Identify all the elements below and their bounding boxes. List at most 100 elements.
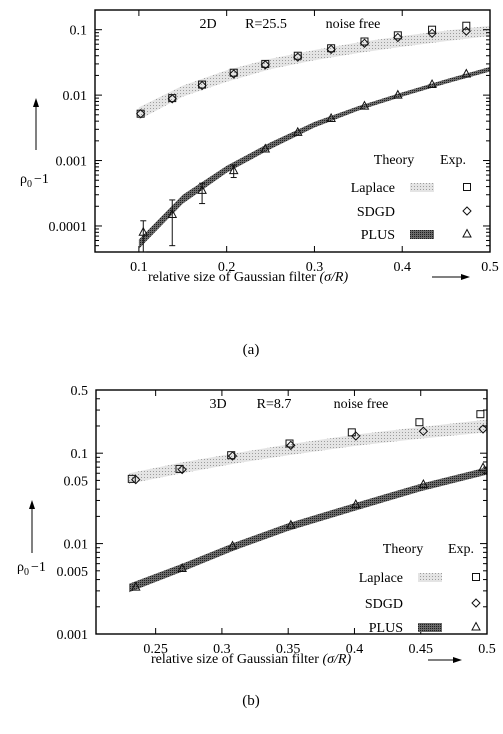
plot-annotation: noise free [326, 17, 381, 32]
point-sdgd [286, 440, 296, 451]
y-tick-label: 0.005 [57, 565, 89, 580]
point-sdgd [135, 108, 146, 119]
x-tick-label: 0.45 [408, 642, 433, 657]
x-tick-label: 0.5 [481, 260, 499, 275]
point-sdgd [351, 431, 361, 441]
point-sdgd [131, 474, 141, 485]
legend-label: Laplace [351, 181, 395, 196]
x-axis-arrowhead [461, 274, 470, 280]
theory-band-plus [129, 467, 487, 593]
x-axis-label: relative size of Gaussian filter (σ/R) [151, 652, 351, 667]
point-laplace [229, 68, 238, 77]
plot-annotation: R=25.5 [245, 17, 287, 32]
legend-marker [463, 183, 471, 191]
point-sdgd [177, 464, 187, 475]
x-tick-label: 0.35 [276, 642, 301, 657]
panel-caption: (b) [242, 693, 260, 709]
point-plus [478, 462, 488, 472]
y-axis-arrowhead [33, 98, 39, 107]
y-axis-label: ρ0 −1 [20, 172, 49, 190]
legend-swatch [410, 230, 434, 239]
x-tick-label: 0.3 [306, 260, 324, 275]
point-sdgd [260, 60, 270, 70]
legend-label: PLUS [369, 621, 403, 636]
point-laplace [428, 25, 437, 34]
point-sdgd [293, 52, 303, 62]
point-plus [427, 78, 437, 89]
point-sdgd [167, 94, 177, 104]
point-sdgd [427, 28, 437, 39]
point-plus [228, 165, 239, 175]
legend-exp-header: Exp. [440, 153, 466, 168]
x-tick-label: 0.3 [213, 642, 231, 657]
legend-marker [462, 206, 472, 216]
point-laplace [476, 410, 485, 419]
point-sdgd [418, 426, 429, 436]
panel-caption: (a) [243, 342, 260, 358]
legend-marker [471, 621, 481, 631]
legend: Theory Exp. Laplace SDGD PLUS [351, 153, 472, 243]
point-plus [260, 143, 271, 153]
x-axis-arrowhead [453, 657, 462, 663]
point-laplace [393, 31, 402, 40]
point-laplace [175, 464, 184, 473]
y-tick-label: 0.001 [56, 155, 88, 170]
point-plus [197, 184, 207, 194]
legend-theory-header: Theory [374, 153, 414, 168]
chart-panel-a: 0.1 0.2 0.3 0.4 0.5 0.0001 0.001 0.01 0.1 2D R=25.… [20, 9, 499, 358]
point-sdgd [326, 44, 336, 55]
legend-label: PLUS [361, 228, 395, 243]
legend-label: SDGD [365, 597, 403, 612]
y-tick-label: 0.1 [70, 24, 88, 39]
x-tick-label: 0.5 [478, 642, 496, 657]
chart-panel-b: 0.25 0.3 0.35 0.4 0.45 0.5 0.001 0.005 0.01 0.05 0… [17, 384, 496, 709]
legend-label: Laplace [359, 571, 403, 586]
y-tick-label: 0.1 [71, 447, 89, 462]
x-tick-label: 0.2 [218, 260, 236, 275]
point-laplace [462, 21, 471, 30]
point-plus [138, 226, 149, 236]
point-plus [167, 208, 178, 218]
point-sdgd [197, 80, 207, 91]
point-sdgd [478, 424, 488, 434]
point-sdgd [227, 451, 238, 461]
plot-annotation: R=8.7 [257, 397, 292, 412]
x-tick-label: 0.25 [143, 642, 168, 657]
plot-frame [95, 389, 488, 635]
point-plus [418, 478, 429, 489]
y-tick-label: 0.5 [71, 384, 89, 399]
legend-theory-header: Theory [383, 542, 423, 557]
point-plus [359, 100, 370, 110]
x-tick-label: 0.4 [393, 260, 411, 275]
legend-marker [471, 598, 481, 608]
point-sdgd [393, 32, 403, 43]
legend: Theory Exp. Laplace SDGD PLUS [359, 542, 481, 636]
y-tick-label: 0.01 [64, 538, 89, 553]
point-laplace [360, 37, 369, 46]
legend-marker [462, 228, 472, 238]
x-axis-label: relative size of Gaussian filter (σ/R) [148, 270, 348, 285]
legend-marker [472, 573, 480, 581]
point-plus [461, 68, 472, 78]
y-axis-arrowhead [29, 500, 35, 509]
legend-swatch [418, 623, 442, 632]
plot-annotation: 3D [209, 397, 226, 412]
point-plus [177, 562, 187, 573]
point-sdgd [359, 38, 370, 48]
x-tick-label: 0.1 [130, 260, 148, 275]
x-tick-label: 0.4 [346, 642, 364, 657]
legend-label: SDGD [357, 205, 395, 220]
plot-annotation: 2D [199, 17, 216, 32]
legend-swatch [418, 573, 442, 582]
y-tick-label: 0.05 [64, 474, 89, 489]
point-sdgd [228, 69, 239, 79]
y-tick-label: 0.001 [57, 628, 89, 643]
point-plus [393, 89, 403, 99]
legend-swatch [410, 183, 434, 192]
point-laplace [293, 51, 302, 60]
plot-frame [94, 9, 491, 253]
plot-annotation: noise free [334, 397, 389, 412]
point-plus [227, 540, 238, 550]
theory-band-laplace [129, 419, 487, 484]
